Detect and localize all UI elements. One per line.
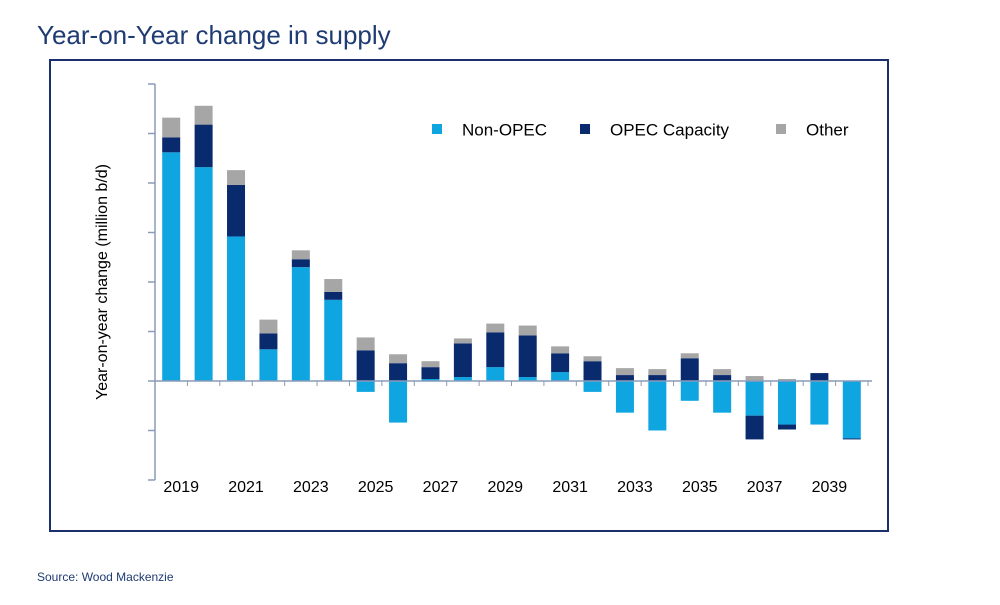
bar-segment (389, 381, 408, 423)
bar-segment (259, 333, 278, 350)
legend-label: OPEC Capacity (610, 120, 730, 139)
x-tick-label: 2025 (358, 479, 394, 496)
x-tick-label: 2019 (163, 479, 199, 496)
bar-segment (810, 373, 829, 381)
bar-segment (680, 381, 699, 401)
bar-segment (518, 335, 537, 378)
bar-segment (777, 379, 796, 381)
bar-segment (291, 259, 310, 268)
legend-swatch (580, 124, 590, 134)
x-tick-label: 2023 (293, 479, 329, 496)
bar-segment (615, 381, 634, 413)
legend-swatch (432, 124, 442, 134)
bar-segment (615, 375, 634, 381)
bar-segment (648, 375, 667, 381)
bar-segment (194, 124, 213, 168)
bar-segment (453, 338, 472, 344)
bar-segment (583, 356, 602, 362)
source: Source: Wood Mackenzie (37, 570, 174, 584)
bar-segment (162, 117, 181, 138)
bar-segment (421, 367, 440, 380)
bar-segment (810, 381, 829, 425)
bar-segment (745, 381, 764, 416)
x-tick-label: 2037 (747, 479, 783, 496)
bar-segment (551, 346, 570, 354)
bar-segment (453, 343, 472, 378)
bar-segment (842, 438, 861, 440)
bar-segment (777, 381, 796, 425)
bar-segment (227, 236, 246, 381)
bar-segment (421, 379, 440, 381)
frame (49, 59, 889, 532)
bar-segment (713, 381, 732, 413)
bar-segment (324, 291, 343, 300)
bar-segment (227, 184, 246, 237)
x-tick-label: 2033 (617, 479, 653, 496)
bar-segment (713, 375, 732, 381)
bar-segment (583, 381, 602, 392)
bar-segment (356, 381, 375, 392)
bar-segment (648, 381, 667, 431)
bar-segment (680, 358, 699, 381)
bar-segment (291, 267, 310, 381)
x-tick-label: 2027 (423, 479, 459, 496)
bar-segment (259, 319, 278, 334)
bar-segment (194, 105, 213, 125)
bar-segment (615, 368, 634, 376)
bar-segment (680, 353, 699, 359)
bar-segment (551, 372, 570, 381)
bar-segment (842, 381, 861, 439)
bar-segment (162, 137, 181, 153)
bar-segment (486, 367, 505, 381)
bar-segment (648, 369, 667, 376)
bar-segment (486, 323, 505, 333)
bar-segment (356, 350, 375, 381)
bar-segment (227, 170, 246, 185)
bar-segment (356, 337, 375, 351)
bar-segment (291, 250, 310, 260)
bar-segment (194, 167, 213, 381)
bar-segment (745, 376, 764, 381)
bar-segment (486, 332, 505, 368)
x-tick-label: 2029 (487, 479, 523, 496)
x-tick-label: 2039 (812, 479, 848, 496)
x-tick-label: 2035 (682, 479, 718, 496)
bar-segment (389, 363, 408, 381)
bar-segment (324, 299, 343, 381)
bar-segment (421, 361, 440, 368)
y-axis-label: Year-on-year change (million b/d) (94, 164, 111, 400)
legend-swatch (776, 124, 786, 134)
bar-segment (745, 415, 764, 440)
bar-segment (583, 361, 602, 381)
bar-segment (162, 152, 181, 381)
bar-segment (551, 353, 570, 373)
bar-segment (324, 279, 343, 292)
legend-label: Other (806, 120, 849, 139)
x-tick-label: 2031 (552, 479, 588, 496)
bar-segment (453, 377, 472, 381)
bar-segment (777, 424, 796, 430)
bar-segment (259, 349, 278, 381)
bar-segment (713, 369, 732, 376)
bar-segment (518, 377, 537, 381)
x-tick-label: 2021 (228, 479, 264, 496)
bar-segment (518, 325, 537, 336)
bar-segment (389, 354, 408, 364)
chart-title: Year-on-Year change in supply (37, 20, 391, 50)
legend-label: Non-OPEC (462, 120, 547, 139)
